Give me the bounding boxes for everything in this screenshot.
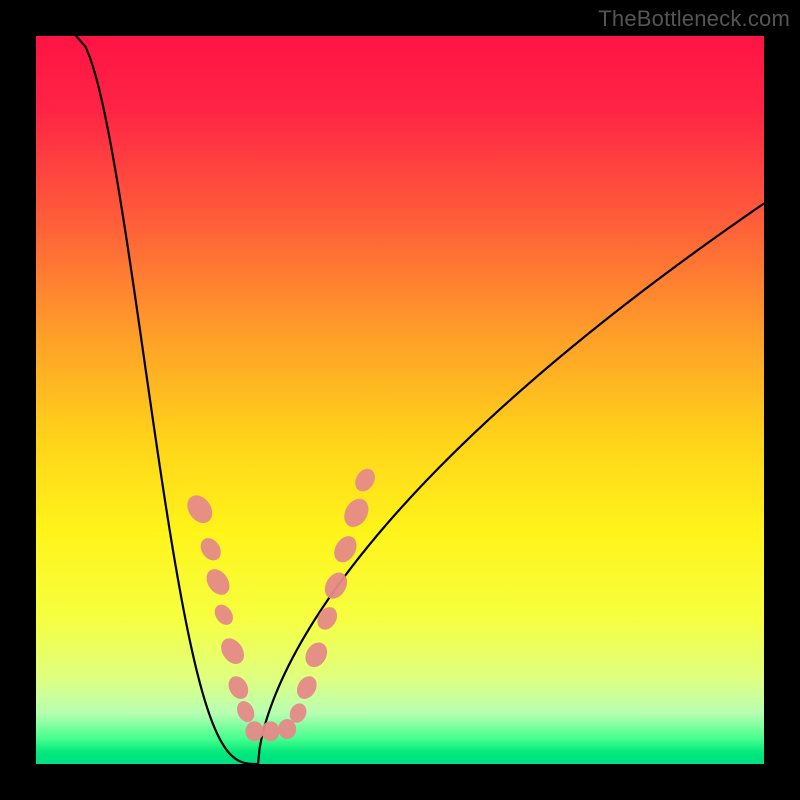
- plot-area: [36, 36, 764, 764]
- curve-marker: [293, 673, 321, 703]
- curve-marker: [313, 604, 341, 634]
- curve-marker: [351, 465, 379, 495]
- curve-marker: [216, 634, 248, 668]
- chart-svg: [36, 36, 764, 764]
- curve-marker: [301, 639, 331, 672]
- curve-marker: [202, 565, 234, 599]
- curve-marker: [278, 719, 296, 739]
- curve-marker: [234, 698, 258, 725]
- curve-marker: [211, 601, 237, 628]
- curve-marker: [245, 721, 263, 741]
- curve-marker: [261, 721, 279, 741]
- curve-marker: [196, 534, 225, 564]
- curve-marker: [225, 673, 253, 703]
- watermark-text: TheBottleneck.com: [598, 6, 790, 32]
- chart-container: TheBottleneck.com: [0, 0, 800, 800]
- bottleneck-curve: [76, 36, 764, 764]
- curve-marker: [339, 494, 373, 531]
- curve-marker: [182, 491, 217, 528]
